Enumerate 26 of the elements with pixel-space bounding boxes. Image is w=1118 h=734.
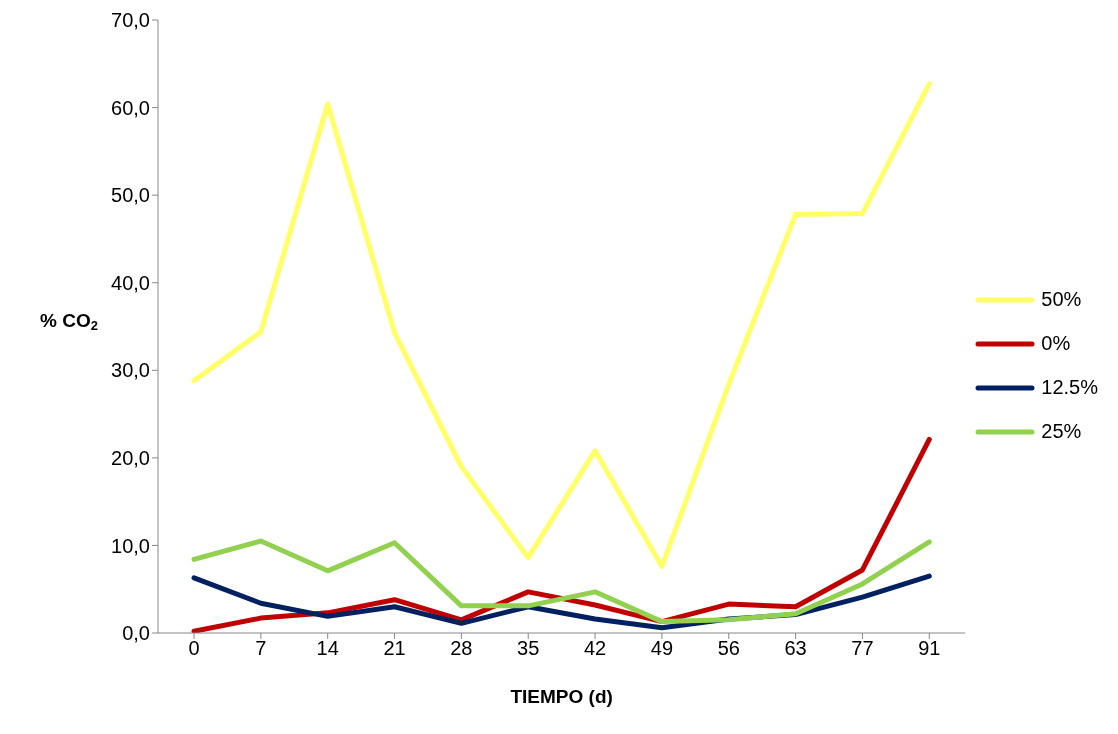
x-tick-label: 77 xyxy=(851,637,874,660)
x-axis-title: TIEMPO (d) xyxy=(510,686,613,707)
x-tick-label: 63 xyxy=(784,637,807,660)
x-tick-label: 21 xyxy=(383,637,406,660)
x-tick-label: 56 xyxy=(717,637,740,660)
y-tick-label: 0,0 xyxy=(122,622,150,645)
y-tick-label: 60,0 xyxy=(111,96,150,119)
x-tick-label: 91 xyxy=(918,637,941,660)
x-tick-label: 7 xyxy=(255,637,267,660)
x-tick-label: 28 xyxy=(450,637,473,660)
y-axis-title: % CO$_{2}$ xyxy=(40,309,98,333)
legend-label: 0% xyxy=(1041,332,1071,355)
y-tick-label: 20,0 xyxy=(111,446,150,469)
legend-label: 12.5% xyxy=(1041,376,1098,399)
x-tick-label: 14 xyxy=(316,637,339,660)
y-tick-label: 30,0 xyxy=(111,359,150,382)
y-tick-label: 40,0 xyxy=(111,271,150,294)
y-tick-label: 70,0 xyxy=(111,9,150,32)
x-tick-label: 35 xyxy=(517,637,540,660)
x-tick-label: 0 xyxy=(188,637,200,660)
y-tick-label: 10,0 xyxy=(111,534,150,557)
x-tick-label: 49 xyxy=(650,637,674,660)
x-tick-label: 42 xyxy=(583,637,607,660)
legend-label: 25% xyxy=(1041,420,1082,443)
legend-label: 50% xyxy=(1041,288,1082,311)
y-tick-label: 50,0 xyxy=(111,184,150,207)
